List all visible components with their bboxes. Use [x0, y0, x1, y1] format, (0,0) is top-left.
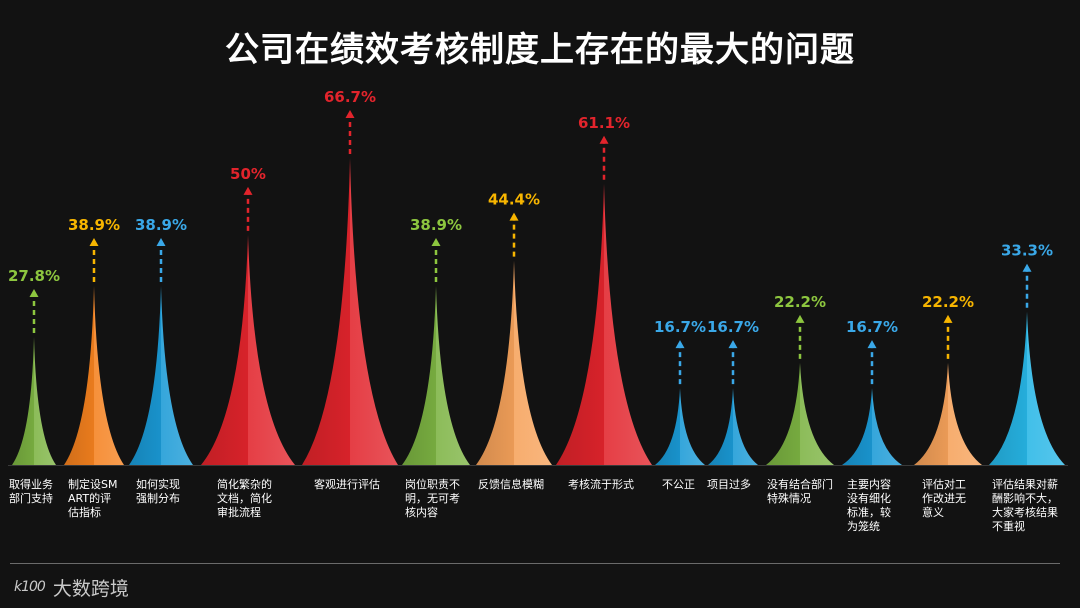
bar-spike-3 [129, 285, 193, 465]
value-label-12: 16.7% [846, 318, 898, 336]
leader-arrow-icon-2 [89, 237, 99, 246]
leader-arrow-icon-12 [867, 340, 877, 349]
bar-spike-6 [402, 285, 470, 465]
leader-arrow-icon-1 [29, 289, 39, 298]
bar-spike-1 [12, 337, 56, 465]
leader-arrow-icon-8 [599, 135, 609, 144]
bar-spike-7 [476, 260, 552, 465]
bar-spike-14 [989, 311, 1065, 465]
leader-arrow-icon-10 [728, 340, 738, 349]
bar-spike-11 [766, 362, 834, 465]
bar-spike-2 [64, 285, 124, 465]
leader-arrow-icon-6 [431, 237, 441, 246]
bar-spike-8 [556, 183, 652, 465]
value-label-10: 16.7% [707, 318, 759, 336]
value-label-5: 66.7% [324, 88, 376, 106]
bar-spike-5 [302, 158, 398, 465]
bar-spike-9 [655, 388, 705, 465]
category-label-14: 评估结果对薪酬影响不大，大家考核结果不重视 [992, 478, 1058, 533]
footer-divider [10, 563, 1060, 564]
value-label-4: 50% [230, 165, 266, 183]
value-label-14: 33.3% [1001, 242, 1053, 260]
category-label-9: 不公正 [662, 478, 695, 491]
category-label-3: 如何实现强制分布 [136, 478, 180, 505]
value-label-8: 61.1% [578, 114, 630, 132]
leader-arrow-icon-7 [509, 212, 519, 221]
category-label-11: 没有结合部门特殊情况 [767, 478, 833, 505]
bar-spike-13 [914, 362, 982, 465]
category-label-13: 评估对工作改进无意义 [922, 478, 966, 519]
bar-spike-4 [201, 234, 295, 465]
value-label-6: 38.9% [410, 216, 462, 234]
category-label-12: 主要内容没有细化标准，较为笼统 [847, 478, 891, 533]
leader-arrow-icon-9 [675, 340, 685, 349]
brand-logo: k100 大数跨境 [14, 572, 129, 602]
value-label-9: 16.7% [654, 318, 706, 336]
leader-arrow-icon-11 [795, 314, 805, 323]
value-label-3: 38.9% [135, 216, 187, 234]
leader-arrow-icon-3 [156, 237, 166, 246]
leader-arrow-icon-5 [345, 110, 355, 118]
leader-arrow-icon-4 [243, 186, 253, 195]
value-label-7: 44.4% [488, 191, 540, 209]
value-label-13: 22.2% [922, 293, 974, 311]
category-label-8: 考核流于形式 [568, 478, 634, 491]
category-label-10: 项目过多 [707, 478, 751, 491]
leader-arrow-icon-14 [1022, 263, 1032, 272]
category-label-5: 客观进行评估 [314, 478, 380, 491]
bar-spike-12 [842, 388, 902, 465]
leader-arrow-icon-13 [943, 314, 953, 323]
category-label-4: 简化繁杂的文档，简化审批流程 [217, 478, 272, 519]
value-label-1: 27.8% [8, 267, 60, 285]
category-label-7: 反馈信息模糊 [478, 478, 544, 491]
chart-title: 公司在绩效考核制度上存在的最大的问题 [225, 30, 855, 70]
category-label-2: 制定设SMART的评估指标 [68, 478, 118, 519]
category-label-6: 岗位职责不明，无可考核内容 [405, 478, 460, 519]
logo-mark-icon: k100 [14, 579, 46, 595]
bar-spike-10 [708, 388, 758, 465]
category-label-1: 取得业务部门支持 [9, 478, 53, 505]
value-label-2: 38.9% [68, 216, 120, 234]
logo-text: 大数跨境 [52, 577, 129, 600]
value-label-11: 22.2% [774, 293, 826, 311]
